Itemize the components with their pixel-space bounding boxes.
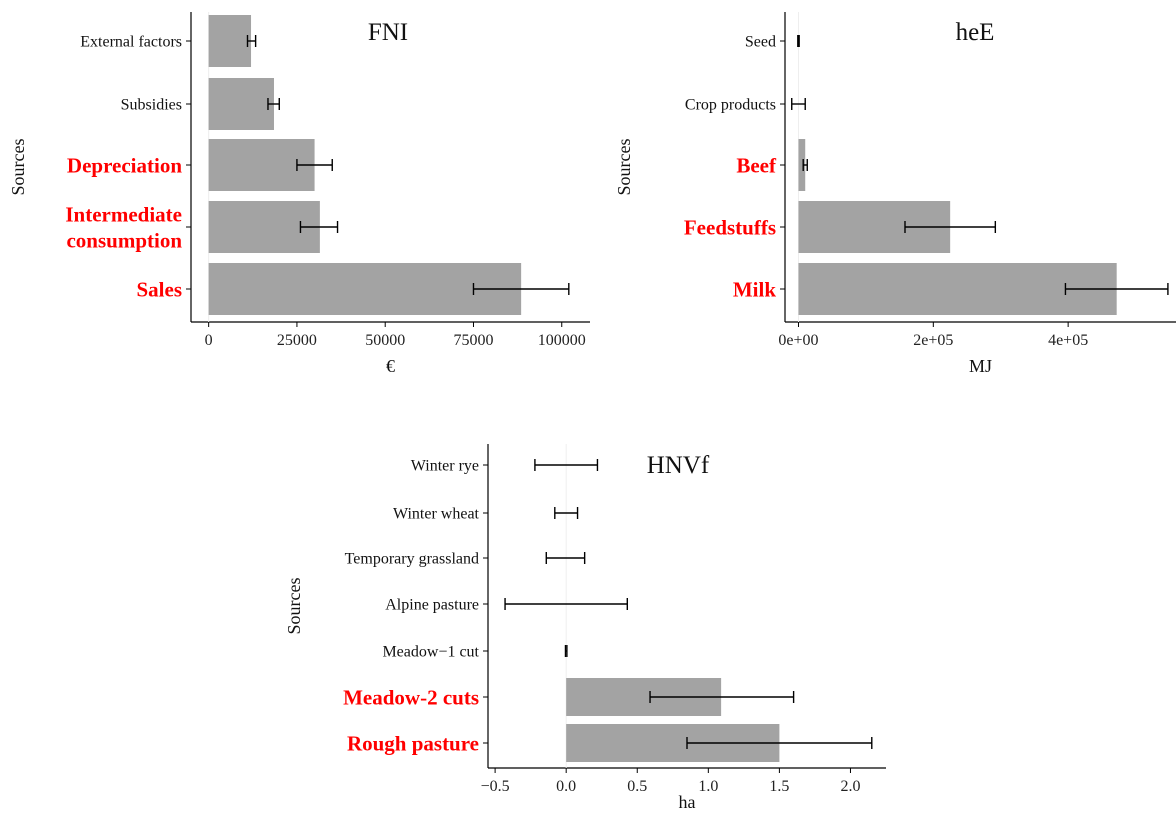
bar [798,263,1117,315]
category-label-line: Meadow-2 cuts [343,685,479,709]
category-label: Meadow−1 cut [382,644,479,661]
x-tick-label: 4e+05 [1048,332,1088,349]
chart-panel-1: heE 0e+00 2e+05 4e+05 MJ Sources Seed Crop prod… [614,12,1176,376]
chart-title: HNVf [647,452,710,479]
x-tick-label: 50000 [365,332,405,349]
x-tick-label: 25000 [277,332,317,349]
category-label: Beef [736,153,777,177]
chart-title: FNI [368,19,408,46]
category-label: Feedstuffs [684,215,776,239]
category-label: External factors [80,34,182,51]
y-axis-label: Sources [284,578,304,635]
category-label-line: Rough pasture [347,731,479,755]
category-label-line: Alpine pasture [385,597,479,614]
category-label-line: Sales [136,277,182,301]
x-tick-label: 75000 [453,332,493,349]
x-axis-label: MJ [969,356,992,376]
chart-title: heE [956,19,995,46]
x-tick-label: 1.5 [769,778,789,795]
category-label-line: consumption [66,228,182,252]
category-label-line: External factors [80,34,182,51]
category-label: Sales [136,277,182,301]
category-label: Rough pasture [347,731,479,755]
x-tick-label: 2e+05 [913,332,953,349]
x-tick-label: 0 [205,332,213,349]
y-axis-label: Sources [614,139,634,196]
category-label-line: Feedstuffs [684,215,776,239]
category-label-line: Temporary grassland [345,551,479,568]
category-label: Subsidies [121,97,182,114]
category-label: Alpine pasture [385,597,479,614]
x-tick-label: 0e+00 [778,332,818,349]
x-tick-label: 0.5 [627,778,647,795]
category-label-line: Milk [733,277,776,301]
category-label-line: Winter wheat [393,506,480,523]
bar [208,15,252,67]
category-label: Depreciation [67,153,182,177]
category-label-line: Intermediate [65,202,182,226]
category-label-line: Subsidies [121,97,182,114]
x-tick-label: −0.5 [481,778,510,795]
category-label: Milk [733,277,776,301]
category-label: Winter wheat [393,506,480,523]
x-tick-label: 1.0 [698,778,718,795]
bar [798,139,806,191]
bar [208,78,274,130]
x-tick-label: 2.0 [840,778,860,795]
category-label: Intermediate consumption [65,202,182,252]
y-axis-label: Sources [8,139,28,196]
x-axis-label: ha [679,792,696,812]
category-label: Seed [745,34,776,51]
category-label: Crop products [685,97,776,114]
chart-panel-2: HNVf −0.5 0.0 0.5 1.0 1.5 2.0 ha Sources Winter r… [284,444,886,812]
category-label-line: Seed [745,34,776,51]
x-tick-label: 0.0 [556,778,576,795]
category-label: Winter rye [411,458,479,475]
category-label: Temporary grassland [345,551,479,568]
category-label-line: Crop products [685,97,776,114]
chart-panel-0: FNI 0 25000 50000 75000 100000 € Sources Externa… [8,12,590,376]
x-axis-label: € [386,356,395,376]
category-label-line: Beef [736,153,777,177]
category-label: Meadow-2 cuts [343,685,479,709]
bar [208,263,522,315]
x-tick-label: 100000 [538,332,586,349]
category-label-line: Meadow−1 cut [382,644,479,661]
category-label-line: Depreciation [67,153,182,177]
category-label-line: Winter rye [411,458,479,475]
